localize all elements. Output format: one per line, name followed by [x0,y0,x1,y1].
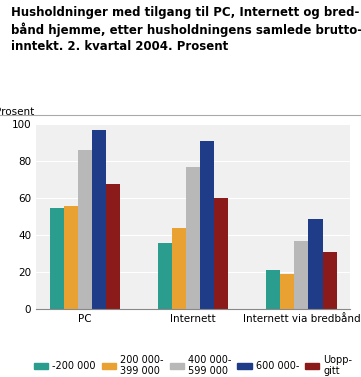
Bar [78,150,92,309]
Bar [214,198,228,309]
Bar [172,228,186,309]
Bar [92,130,106,309]
Text: Prosent: Prosent [0,107,35,117]
Bar [186,167,200,309]
Bar [64,206,78,309]
Bar [266,270,280,309]
Bar [294,241,308,309]
Bar [158,243,172,309]
Bar [106,184,120,309]
Bar [49,207,64,309]
Text: Husholdninger med tilgang til PC, Internett og bred-
bånd hjemme, etter husholdn: Husholdninger med tilgang til PC, Intern… [11,6,361,53]
Bar [200,141,214,309]
Bar [322,252,336,309]
Bar [308,219,323,309]
Bar [280,274,294,309]
Legend: -200 000, 200 000-
399 000, 400 000-
599 000, 600 000-, Uopp-
gitt: -200 000, 200 000- 399 000, 400 000- 599… [34,355,352,376]
